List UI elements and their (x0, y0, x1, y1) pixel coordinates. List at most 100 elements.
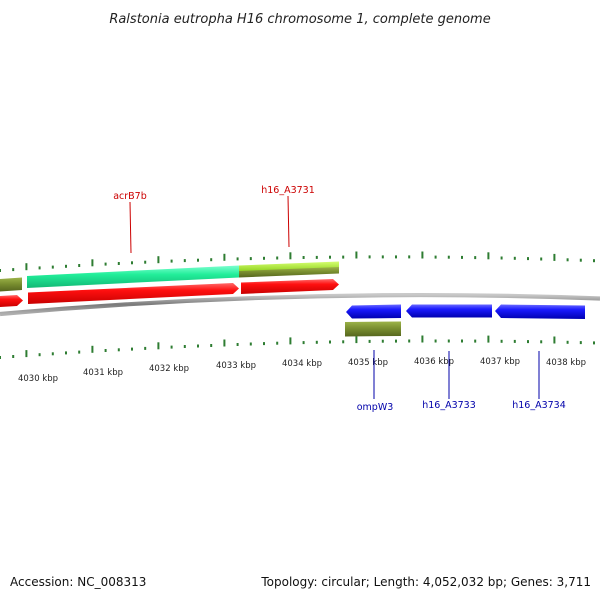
minor-tick (500, 256, 503, 260)
gene-label-h16-a3734[interactable]: h16_A3734 (512, 400, 566, 411)
upper-tick-ring (0, 251, 595, 272)
minor-tick (368, 339, 371, 343)
cds-arrow-h16-a3731[interactable] (241, 279, 339, 294)
minor-tick (78, 264, 81, 267)
major-tick (223, 339, 226, 347)
minor-tick (395, 339, 397, 343)
minor-tick (38, 266, 41, 270)
minor-tick (51, 265, 54, 269)
minor-tick (210, 344, 213, 347)
tick-label: 4035 kbp (348, 358, 388, 368)
minor-tick (38, 353, 41, 357)
minor-tick (381, 339, 384, 343)
major-tick (421, 335, 424, 343)
minor-tick (593, 259, 595, 263)
minor-tick (566, 340, 569, 344)
minor-tick (144, 260, 147, 264)
minor-tick (0, 269, 1, 272)
scale-labels: 4030 kbp 4031 kbp 4032 kbp 4033 kbp 4034… (18, 357, 586, 384)
minor-tick (276, 341, 279, 345)
minor-tick (540, 340, 543, 344)
major-tick (487, 335, 490, 343)
chromosome-backbone (0, 292, 600, 317)
leader-h16-a3731 (287, 195, 290, 248)
cds-arrow-h16-a3734[interactable] (495, 304, 585, 320)
cds-arrow-acrB7b[interactable] (28, 283, 239, 304)
major-tick (289, 252, 292, 260)
minor-tick (342, 255, 345, 259)
minor-tick (0, 356, 1, 359)
minor-tick (170, 345, 173, 349)
gene-label-h16-a3733[interactable]: h16_A3733 (422, 400, 476, 411)
minor-tick (461, 255, 463, 259)
minor-tick (249, 342, 252, 346)
minor-tick (197, 344, 199, 348)
minor-tick (302, 256, 305, 259)
minor-tick (593, 341, 595, 345)
forward-cds-track (0, 279, 339, 307)
minor-tick (447, 339, 450, 343)
tick-label: 4037 kbp (480, 357, 520, 367)
minor-tick (461, 339, 463, 343)
reverse-cds-track (345, 304, 585, 337)
gene-label-acrB7b[interactable]: acrB7b (113, 191, 147, 202)
tick-label: 4036 kbp (414, 357, 454, 367)
map-title: Ralstonia eutropha H16 chromosome 1, com… (109, 12, 490, 27)
minor-tick (236, 257, 239, 261)
minor-tick (183, 259, 186, 263)
major-tick (553, 336, 556, 344)
minor-tick (78, 350, 81, 354)
tick-label: 4033 kbp (216, 361, 256, 371)
gene-leaders (129, 195, 540, 399)
minor-tick (500, 339, 503, 343)
minor-tick (170, 259, 173, 263)
minor-tick (117, 262, 120, 265)
major-tick (157, 256, 160, 264)
minor-tick (527, 257, 529, 261)
minor-tick (513, 339, 516, 343)
tick-label: 4038 kbp (546, 358, 586, 368)
minor-tick (408, 255, 411, 259)
minor-tick (381, 255, 384, 259)
minor-tick (276, 256, 279, 260)
major-tick (487, 252, 490, 260)
genome-summary-text: Topology: circular; Length: 4,052,032 bp… (260, 575, 591, 589)
tick-label: 4030 kbp (18, 374, 58, 384)
minor-tick (395, 255, 397, 259)
major-tick (25, 263, 28, 271)
minor-tick (434, 255, 437, 259)
minor-tick (51, 352, 54, 356)
cds-arrow-ompW3[interactable] (346, 304, 401, 319)
gene-label-ompW3[interactable]: ompW3 (357, 402, 394, 413)
major-tick (553, 253, 556, 261)
minor-tick (104, 349, 107, 352)
minor-tick (368, 255, 371, 259)
minor-tick (474, 339, 477, 343)
major-tick (91, 259, 94, 267)
major-tick (421, 251, 424, 259)
minor-tick (131, 261, 133, 265)
cds-arrow-h16-a3733[interactable] (406, 304, 492, 318)
feature-cyan[interactable] (27, 265, 239, 289)
minor-tick (263, 256, 265, 260)
minor-tick (249, 257, 252, 261)
feature-olive-ompW3[interactable] (345, 321, 401, 337)
cds-arrow-left-edge[interactable] (0, 295, 23, 307)
minor-tick (302, 341, 305, 345)
leader-acrB7b (129, 201, 132, 254)
gene-label-h16-a3731[interactable]: h16_A3731 (261, 185, 315, 196)
feature-olive-h16-a3731[interactable] (239, 267, 339, 278)
minor-tick (579, 258, 582, 262)
feature-olive-left[interactable] (0, 277, 22, 292)
feature-lime[interactable] (239, 261, 339, 272)
minor-tick (65, 264, 67, 268)
minor-tick (408, 339, 411, 343)
major-tick (91, 345, 94, 353)
minor-tick (144, 346, 147, 350)
minor-tick (197, 258, 199, 262)
tick-label: 4034 kbp (282, 359, 322, 369)
major-tick (355, 336, 358, 344)
major-tick (157, 342, 160, 350)
minor-tick (315, 340, 318, 344)
